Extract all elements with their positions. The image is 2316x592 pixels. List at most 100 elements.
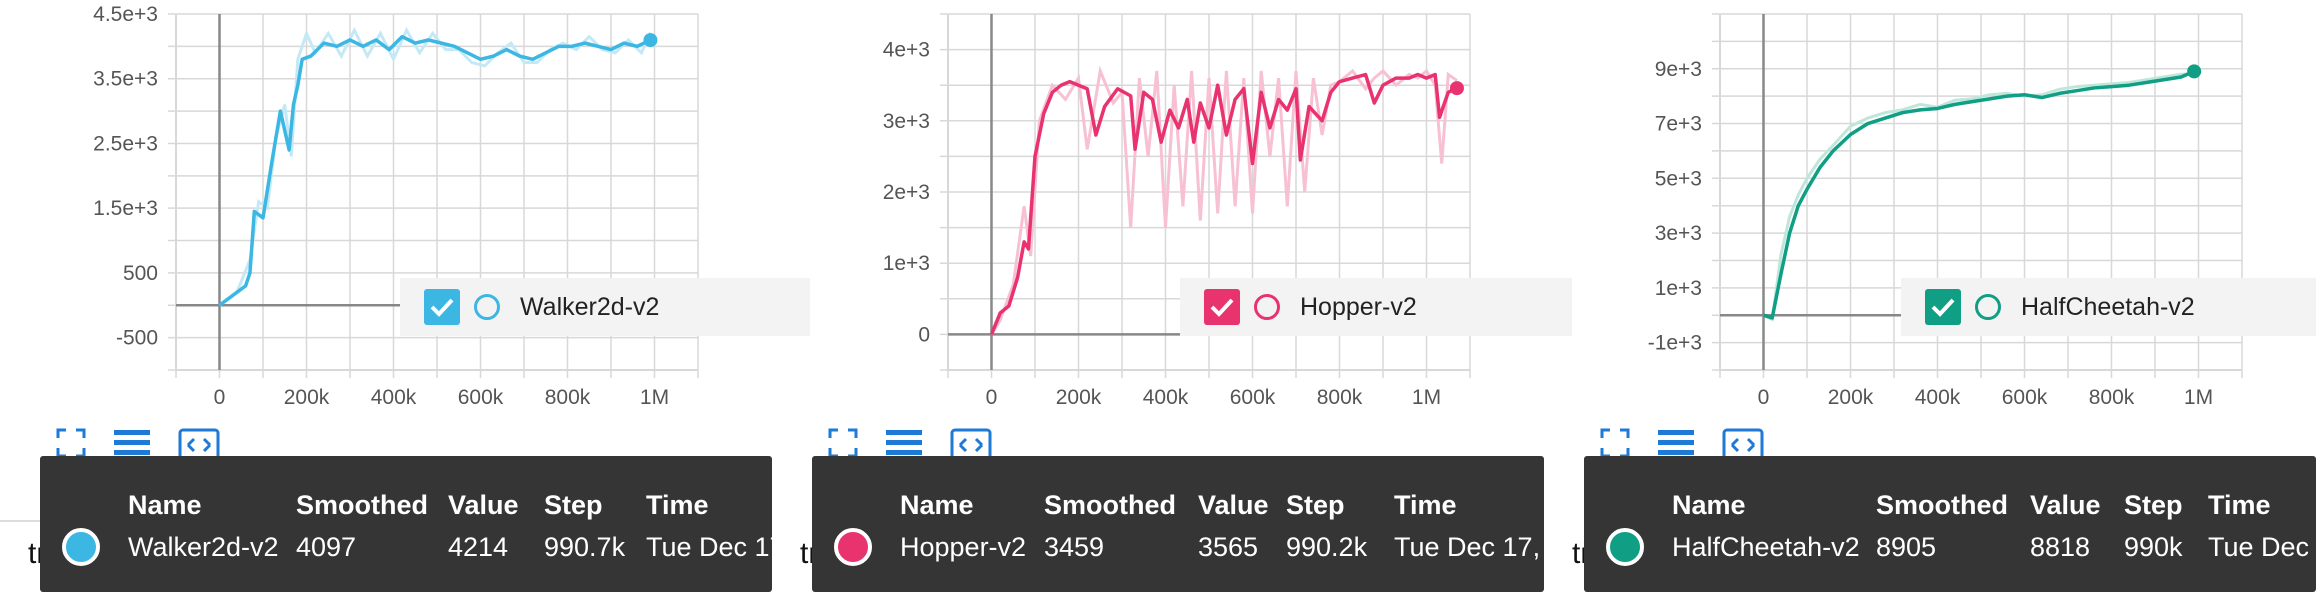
x-tick-label: 200k [284, 386, 330, 409]
row-step: 990.7k [544, 532, 626, 562]
halfcheetah-chart: -1e+3 1e+3 3e+3 5e+3 7e+3 9e+3 0 200k 400k 600k 80… [1648, 13, 2243, 409]
tooltip-row: HalfCheetah-v2 8905 8818 990k Tue Dec 1 [1584, 528, 2316, 568]
row-step: 990.2k [1286, 532, 1368, 562]
header-name: Name [900, 490, 974, 520]
x-tick-label: 800k [2089, 386, 2135, 409]
row-smoothed: 4097 [296, 532, 357, 562]
row-name: HalfCheetah-v2 [1672, 532, 1860, 562]
series-color-dot-icon [834, 528, 872, 566]
row-value: 3565 [1198, 532, 1259, 562]
y-tick-label: 1e+3 [1655, 277, 1702, 300]
header-time: Time [1394, 490, 1457, 520]
legend-label: Hopper-v2 [1300, 292, 1417, 321]
y-tick-label: 500 [123, 262, 158, 285]
row-step: 990k [2124, 532, 2183, 562]
divider-line [0, 520, 40, 522]
y-tick-label: -1e+3 [1648, 332, 1702, 355]
legend-checkbox[interactable] [424, 289, 460, 325]
legend-label: Walker2d-v2 [520, 292, 660, 321]
x-tick-label: 600k [1230, 386, 1276, 409]
menu-lines-icon[interactable] [114, 428, 150, 458]
checkmark-icon [1210, 298, 1234, 317]
tooltip-header: Name Smoothed Value Step Time [40, 486, 772, 526]
raw-series-line [990, 65, 1458, 336]
y-tick-label: 1e+3 [883, 252, 930, 275]
x-tick-label: 200k [1056, 386, 1102, 409]
walker2d-chart: -500 500 1.5e+3 2.5e+3 3.5e+3 4.5e+3 0 200k 400k… [93, 3, 699, 409]
last-point-marker [1449, 81, 1464, 96]
checkmark-icon [430, 298, 454, 317]
row-time: Tue Dec 1 [2208, 532, 2316, 562]
menu-lines-icon[interactable] [886, 428, 922, 458]
tooltip-row: Hopper-v2 3459 3565 990.2k Tue Dec 17, 1 [812, 528, 1544, 568]
row-smoothed: 8905 [1876, 532, 1937, 562]
x-tick-label: 600k [2002, 386, 2048, 409]
x-tick-label: 400k [371, 386, 417, 409]
header-step: Step [2124, 490, 2183, 520]
header-step: Step [1286, 490, 1345, 520]
tooltip-row: Walker2d-v2 4097 4214 990.7k Tue Dec 17 [40, 528, 772, 568]
last-point-marker [643, 33, 658, 48]
y-tick-label: 7e+3 [1655, 113, 1702, 136]
x-tick-label: 800k [545, 386, 591, 409]
legend-checkbox[interactable] [1925, 289, 1961, 325]
row-value: 8818 [2030, 532, 2091, 562]
y-tick-label: 0 [918, 323, 930, 346]
y-tick-label: 9e+3 [1655, 58, 1702, 81]
legend-label: HalfCheetah-v2 [2021, 292, 2195, 321]
series-color-dot-icon [62, 528, 100, 566]
header-time: Time [646, 490, 709, 520]
legend-halfcheetah: HalfCheetah-v2 [1901, 278, 2316, 336]
x-tick-label: 1M [640, 386, 669, 409]
header-smoothed: Smoothed [1044, 490, 1176, 520]
chart-panel-hopper: 0 1e+3 2e+3 3e+3 4e+3 0 200k 400k 600k 800k 1M Hop… [772, 0, 1572, 592]
series-color-circle-icon [1975, 294, 2001, 320]
header-value: Value [448, 490, 519, 520]
x-tick-label: 800k [1317, 386, 1363, 409]
expand-corners-icon[interactable] [1600, 428, 1630, 458]
checkmark-icon [1931, 298, 1955, 317]
last-point-marker [2187, 64, 2202, 79]
legend-walker2d: Walker2d-v2 [400, 278, 810, 336]
y-tick-label: -500 [116, 327, 158, 350]
y-tick-label: 3e+3 [883, 110, 930, 133]
x-tick-label: 400k [1143, 386, 1189, 409]
chart-panel-halfcheetah: -1e+3 1e+3 3e+3 5e+3 7e+3 9e+3 0 200k 400k 600k 80… [1544, 0, 2316, 592]
expand-corners-icon[interactable] [828, 428, 858, 458]
series-color-circle-icon [1254, 294, 1280, 320]
row-smoothed: 3459 [1044, 532, 1105, 562]
hopper-chart: 0 1e+3 2e+3 3e+3 4e+3 0 200k 400k 600k 800k 1M [883, 13, 1471, 409]
row-value: 4214 [448, 532, 509, 562]
row-name: Walker2d-v2 [128, 532, 279, 562]
legend-checkbox[interactable] [1204, 289, 1240, 325]
x-tick-label: 1M [2184, 386, 2213, 409]
raw-series-line [1762, 72, 2195, 322]
raw-series-line [218, 26, 652, 307]
y-tick-label: 4.5e+3 [93, 3, 158, 26]
y-tick-label: 2.5e+3 [93, 132, 158, 155]
series-color-circle-icon [474, 294, 500, 320]
row-time: Tue Dec 17 [646, 532, 772, 562]
y-tick-label: 3.5e+3 [93, 68, 158, 91]
expand-corners-icon[interactable] [56, 428, 86, 458]
series-color-dot-icon [1606, 528, 1644, 566]
tooltip-walker2d: Name Smoothed Value Step Time Walker2d-v… [40, 456, 772, 592]
header-name: Name [1672, 490, 1746, 520]
header-value: Value [1198, 490, 1269, 520]
tooltip-hopper: Name Smoothed Value Step Time Hopper-v2 … [812, 456, 1544, 592]
x-tick-label: 400k [1915, 386, 1961, 409]
y-tick-label: 2e+3 [883, 181, 930, 204]
header-smoothed: Smoothed [1876, 490, 2008, 520]
x-tick-label: 200k [1828, 386, 1874, 409]
tooltip-header: Name Smoothed Value Step Time [1584, 486, 2316, 526]
row-name: Hopper-v2 [900, 532, 1027, 562]
tooltip-header: Name Smoothed Value Step Time [812, 486, 1544, 526]
smoothed-series-line [1762, 69, 2195, 320]
legend-hopper: Hopper-v2 [1180, 278, 1572, 336]
menu-lines-icon[interactable] [1658, 428, 1694, 458]
tooltip-halfcheetah: Name Smoothed Value Step Time HalfCheeta… [1584, 456, 2316, 592]
row-time: Tue Dec 17, 1 [1394, 532, 1544, 562]
y-tick-label: 5e+3 [1655, 167, 1702, 190]
header-name: Name [128, 490, 202, 520]
header-smoothed: Smoothed [296, 490, 428, 520]
